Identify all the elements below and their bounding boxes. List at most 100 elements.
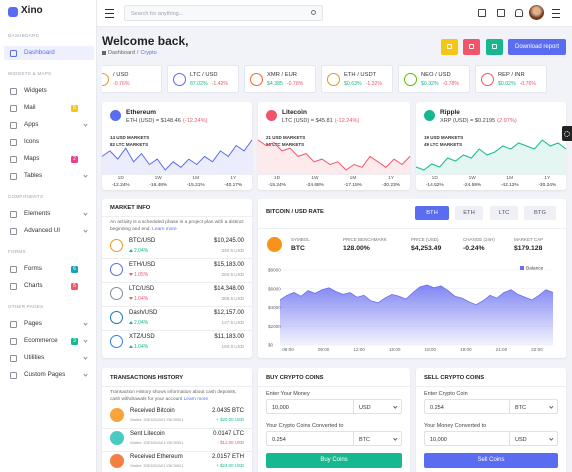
avatar[interactable] [529, 5, 544, 20]
stat-value: BTC [291, 245, 305, 252]
input-field[interactable]: 0.254 BTC [266, 431, 402, 446]
alarm-button[interactable] [463, 39, 480, 55]
sidebar-item[interactable]: Dashboard [4, 46, 94, 60]
x-tick-label: 15:00 [389, 347, 401, 352]
currency: BTC [515, 404, 526, 411]
sidebar-item[interactable]: Ecommerce 3 [4, 334, 94, 348]
coin-ltc-markets: 49 LTC MARKETS [424, 142, 463, 147]
currency-select[interactable]: USD [353, 400, 403, 413]
sidebar-item[interactable]: Tables [4, 169, 94, 183]
ticker-change: -1.32% [365, 81, 383, 87]
sidebar-item[interactable]: Apps [4, 118, 94, 132]
period-label: 1D [117, 176, 124, 181]
price: $11,183.00 [214, 334, 244, 340]
period-change: -30.23% [382, 183, 400, 188]
pair: XTZ/USD [129, 334, 155, 340]
input-value: 0.254 [430, 404, 444, 411]
coin-rate-value: ETH (USD) = $148.46 [126, 118, 181, 124]
period-change: -12.24% [111, 183, 130, 188]
input-field[interactable]: 10,000 USD [424, 431, 558, 446]
input-value: 0.254 [272, 436, 286, 443]
fullscreen-icon[interactable] [478, 9, 486, 17]
row-divider [102, 282, 252, 283]
wallet: Wallet: 33E3DDAE1YBC9B01 [130, 440, 184, 445]
button-icon [469, 44, 474, 49]
trend-arrow [129, 273, 133, 276]
sidebar-item[interactable]: Pages [4, 317, 94, 331]
sidebar-item[interactable]: Forms 6 [4, 262, 94, 276]
button-icon [492, 44, 497, 49]
settings-button[interactable] [562, 126, 572, 141]
card-footer-divider [258, 174, 410, 175]
sidebar-item[interactable]: Elements [4, 207, 94, 221]
add-button[interactable] [486, 39, 503, 55]
learn-more-link[interactable]: Learn more [152, 226, 177, 232]
chevron [83, 210, 88, 216]
breadcrumb-separator: / [136, 50, 139, 56]
ticker: / USD -0.76% LTC / USD 87.02% -1.42% XMR / EU… [102, 65, 566, 93]
period-change: -42.12% [500, 183, 519, 188]
coin-icon [250, 73, 263, 86]
ticker-pair: NEO / USD [421, 72, 451, 78]
tab[interactable]: BTH [415, 206, 449, 220]
mail-icon[interactable] [497, 9, 505, 17]
sidebar-item[interactable]: Advanced UI [4, 224, 94, 238]
caret [393, 436, 398, 441]
sidebar-item[interactable]: Icons [4, 135, 94, 149]
currency-select[interactable]: USD [509, 432, 559, 445]
breadcrumb-item[interactable]: Dashboard [108, 50, 135, 56]
sidebar-item[interactable]: Utilities [4, 351, 94, 365]
currency-select[interactable]: BTC [509, 400, 559, 413]
sidebar-item[interactable]: Custom Pages [4, 368, 94, 382]
sidebar-section: DASHBOARD [8, 33, 40, 38]
sidebar-item[interactable]: Charts 5 [4, 279, 94, 293]
field-label: Enter Your Money [266, 391, 310, 397]
x-tick-label: 08:00 [282, 347, 294, 352]
btc-chart: $0 $2000 $4000 $6000 $8000 08:00 09:00 12:00 15:… [268, 266, 554, 352]
sparkline-line [101, 139, 253, 171]
download-report-button[interactable]: Download report [508, 39, 566, 55]
field-label: Enter Crypto Coin [424, 391, 468, 397]
coin-rate-value: LTC (USD) = $45.81 [282, 118, 333, 124]
change: 2.04% [134, 248, 149, 254]
learn-more-link[interactable]: Learn more [183, 396, 209, 402]
sidebar-item[interactable]: Mail 5 [4, 101, 94, 115]
page-title: Welcome back, [102, 34, 189, 48]
sidebar-icon [10, 87, 17, 95]
tab[interactable]: LTC [490, 206, 518, 220]
buy-button[interactable]: Buy Coins [266, 453, 402, 468]
sidebar-item[interactable]: Maps 2 [4, 152, 94, 166]
sparkline-area [258, 140, 410, 174]
ticker-values: $4.385 -0.78% [267, 81, 303, 87]
period-label: 1M [349, 176, 357, 181]
input-field[interactable]: 10,000 USD [266, 399, 402, 414]
sell-button[interactable]: Sell Coins [424, 453, 558, 468]
card-description: Transaction History shows information ab… [110, 390, 246, 403]
sparkline [101, 139, 253, 174]
sidebar-icon [10, 104, 17, 112]
stat-value: 128.00% [343, 245, 370, 252]
sparkline [257, 139, 411, 174]
sparkline-line [415, 139, 567, 171]
row-divider [102, 428, 252, 429]
search-box[interactable]: Search for anything... [124, 5, 323, 21]
download-icon-button[interactable] [441, 39, 458, 55]
period-label: 1W [154, 176, 162, 181]
button-icon [447, 44, 452, 49]
input-field[interactable]: 0.254 BTC [424, 399, 558, 414]
currency: USD [359, 404, 371, 411]
currency-select[interactable]: BTC [353, 432, 403, 445]
sidebar-item[interactable]: Widgets [4, 84, 94, 98]
breadcrumb-item[interactable]: Crypto [140, 50, 157, 56]
period-change: -24.59% [463, 183, 482, 188]
buy-card: BUY CRYPTO COINS Enter Your Money 10,000 US… [258, 368, 410, 472]
coin-usd-markets: 21 USD MARKETS [266, 135, 306, 140]
tab[interactable]: ETH [455, 206, 483, 220]
tab[interactable]: BTG [524, 206, 556, 220]
stat-label: MARKET CAP [514, 237, 544, 242]
period-change: -16.48% [149, 183, 168, 188]
description-text: An activity is a scheduled phase in a pr… [110, 220, 244, 232]
options-line [552, 9, 560, 11]
ticker-change: -0.78% [286, 81, 304, 87]
notification-icon[interactable] [515, 9, 523, 17]
